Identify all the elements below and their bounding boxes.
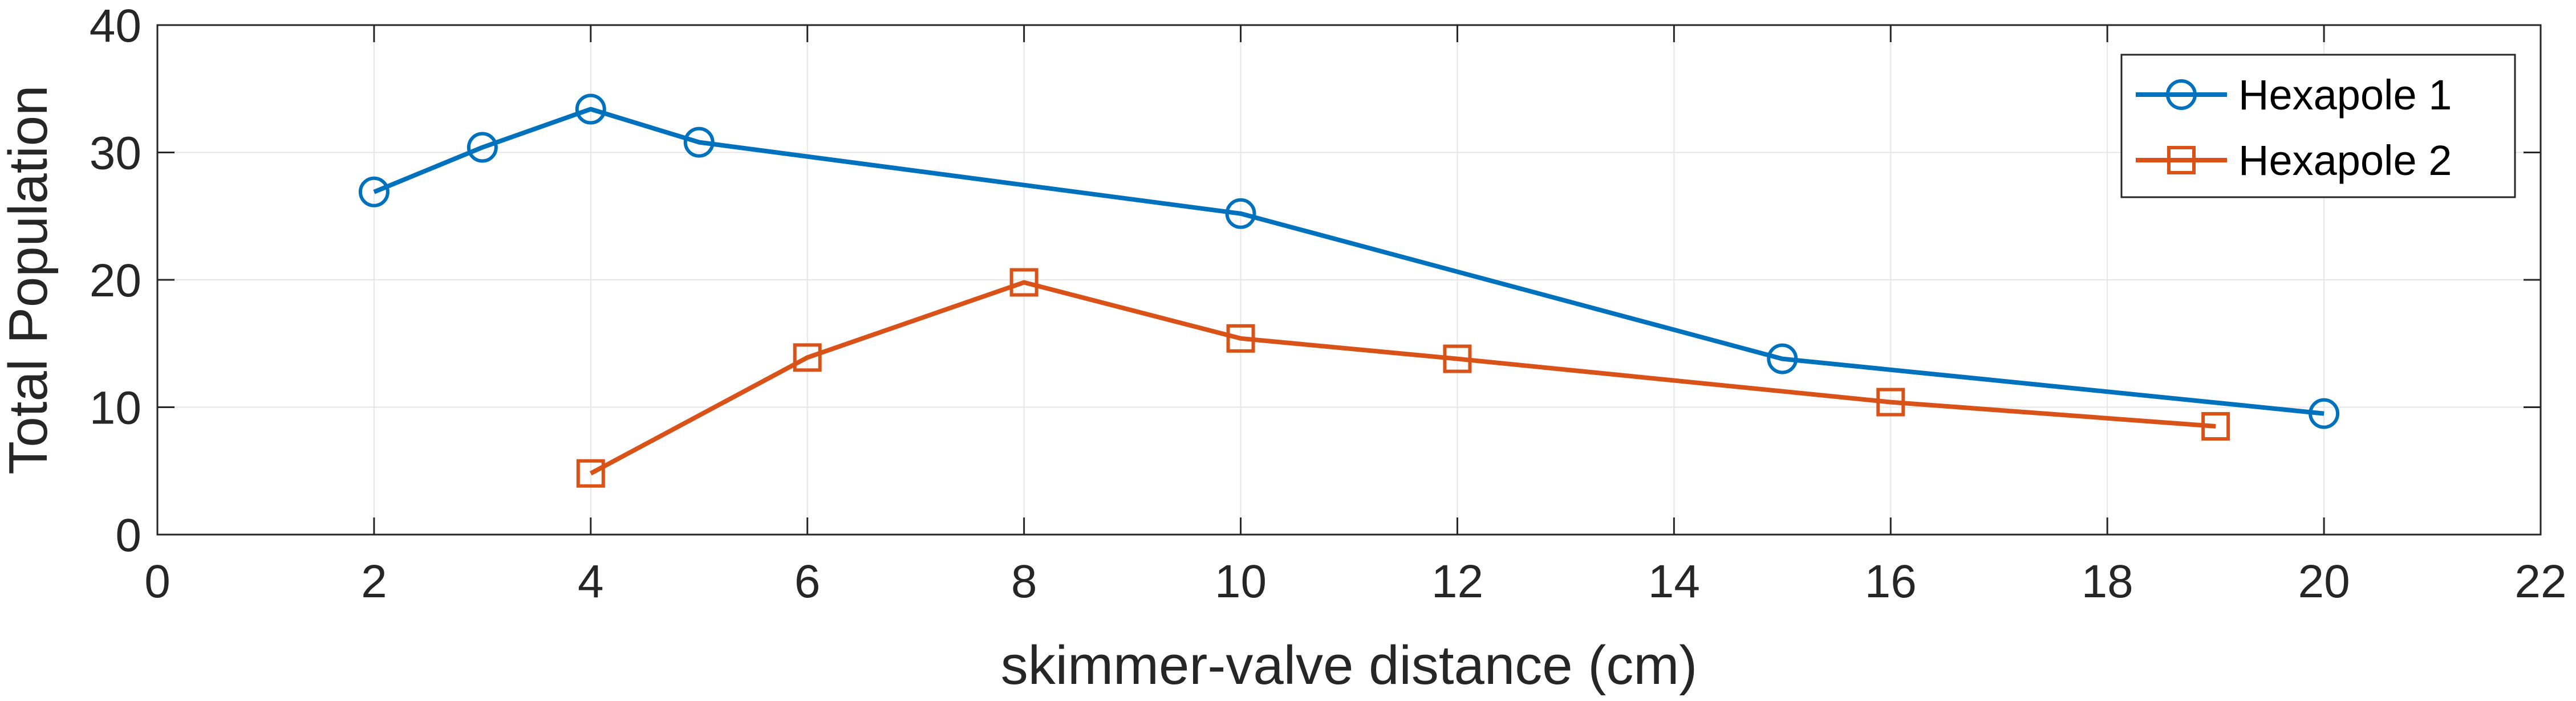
x-tick-label: 2 — [361, 556, 387, 608]
axis-ticks: 0 2 4 6 8 10 12 14 16 18 20 22 0 10 20 30 40 — [90, 0, 2567, 608]
y-tick-label: 0 — [115, 510, 141, 561]
legend-entry: Hexapole 2 — [2136, 137, 2452, 184]
x-tick-label: 6 — [794, 556, 821, 608]
data-point — [1767, 343, 1798, 374]
data-point — [793, 343, 822, 372]
y-tick-label: 10 — [90, 382, 141, 434]
legend-marker — [2167, 146, 2196, 174]
y-tick-label: 30 — [90, 128, 141, 180]
data-point — [1443, 344, 1472, 373]
data-point — [683, 127, 715, 158]
legend-marker — [2166, 79, 2197, 110]
series-line — [373, 107, 2325, 416]
data-point — [2309, 398, 2340, 429]
x-tick-label: 18 — [2082, 556, 2133, 608]
x-tick-label: 22 — [2514, 556, 2566, 608]
legend-label: Hexapole 2 — [2238, 137, 2452, 184]
series-1 — [358, 93, 2340, 429]
y-tick-label: 40 — [90, 0, 141, 52]
series-line — [589, 280, 2216, 476]
legend-entry: Hexapole 1 — [2136, 71, 2452, 119]
legend-label: Hexapole 1 — [2238, 71, 2452, 119]
legend: Hexapole 1 Hexapole 2 — [2120, 54, 2516, 198]
y-axis-title: Total Population — [0, 85, 59, 474]
data-point — [466, 132, 498, 163]
data-point — [576, 459, 605, 488]
x-axis-title: skimmer-valve distance (cm) — [1001, 635, 1698, 696]
x-tick-label: 14 — [1648, 556, 1700, 608]
x-tick-label: 12 — [1431, 556, 1483, 608]
data-point — [1225, 198, 1256, 229]
data-point — [358, 176, 390, 207]
series-2 — [576, 268, 2230, 488]
data-point — [1876, 388, 1905, 417]
x-tick-label: 8 — [1011, 556, 1037, 608]
y-tick-label: 20 — [90, 255, 141, 307]
series-layer — [358, 93, 2340, 488]
x-tick-label: 20 — [2298, 556, 2350, 608]
data-point — [1009, 268, 1038, 297]
data-point — [575, 93, 606, 125]
x-tick-label: 16 — [1865, 556, 1917, 608]
data-point — [2201, 412, 2230, 441]
x-tick-label: 10 — [1215, 556, 1267, 608]
x-tick-label: 0 — [144, 556, 171, 608]
data-point — [1226, 324, 1255, 353]
x-tick-label: 4 — [578, 556, 604, 608]
